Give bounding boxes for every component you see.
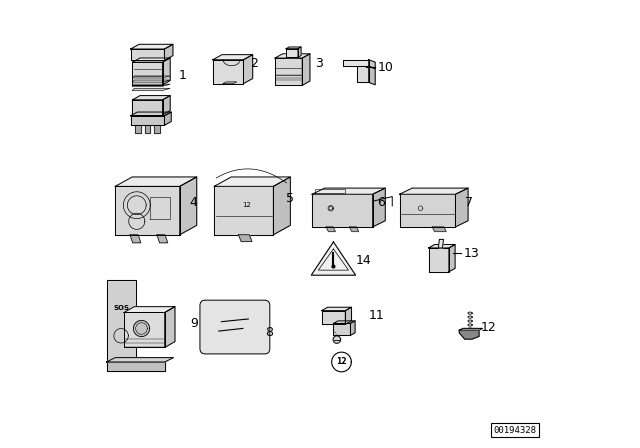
Polygon shape	[432, 227, 446, 232]
Polygon shape	[154, 125, 160, 133]
Text: 12: 12	[481, 321, 496, 335]
Polygon shape	[286, 49, 298, 57]
Polygon shape	[273, 177, 291, 235]
Polygon shape	[124, 306, 175, 313]
Polygon shape	[239, 235, 252, 241]
Polygon shape	[399, 188, 468, 194]
Polygon shape	[135, 125, 141, 133]
Polygon shape	[429, 248, 449, 272]
Polygon shape	[164, 306, 175, 348]
Polygon shape	[302, 54, 310, 85]
Polygon shape	[131, 49, 164, 60]
Polygon shape	[132, 58, 170, 62]
Polygon shape	[115, 177, 196, 186]
Polygon shape	[106, 358, 173, 362]
Polygon shape	[106, 362, 164, 371]
Polygon shape	[106, 280, 136, 362]
Polygon shape	[163, 58, 170, 85]
Polygon shape	[399, 194, 456, 227]
Polygon shape	[213, 55, 253, 60]
Text: 00194328: 00194328	[493, 426, 536, 435]
Polygon shape	[358, 66, 369, 82]
Polygon shape	[275, 58, 302, 85]
Polygon shape	[145, 125, 150, 133]
Polygon shape	[429, 245, 455, 248]
Polygon shape	[124, 313, 164, 348]
Polygon shape	[132, 100, 163, 115]
Polygon shape	[321, 310, 346, 324]
Polygon shape	[326, 227, 335, 232]
Polygon shape	[131, 44, 173, 49]
Polygon shape	[213, 60, 243, 84]
Polygon shape	[131, 116, 164, 125]
Text: 2: 2	[250, 57, 259, 70]
Polygon shape	[372, 188, 385, 227]
FancyBboxPatch shape	[200, 300, 270, 354]
Polygon shape	[132, 88, 170, 90]
Text: SOS: SOS	[113, 305, 129, 310]
Polygon shape	[286, 47, 301, 49]
Polygon shape	[115, 186, 180, 235]
Polygon shape	[312, 188, 385, 194]
Polygon shape	[223, 82, 237, 84]
Text: 14: 14	[356, 254, 372, 267]
Text: 5: 5	[285, 191, 294, 205]
Text: 8: 8	[266, 326, 273, 339]
Polygon shape	[132, 95, 170, 100]
Polygon shape	[163, 95, 170, 115]
Text: 10: 10	[378, 60, 393, 74]
Polygon shape	[275, 54, 310, 58]
Polygon shape	[343, 60, 369, 66]
Polygon shape	[130, 235, 141, 243]
Text: 11: 11	[369, 309, 384, 323]
Polygon shape	[164, 44, 173, 60]
Polygon shape	[456, 188, 468, 227]
Polygon shape	[333, 321, 355, 323]
Polygon shape	[157, 235, 168, 243]
Text: 3: 3	[315, 57, 323, 70]
Polygon shape	[132, 84, 170, 86]
Text: 1: 1	[179, 69, 187, 82]
Polygon shape	[349, 227, 358, 232]
Polygon shape	[438, 239, 444, 248]
Polygon shape	[214, 186, 273, 235]
Polygon shape	[346, 307, 351, 324]
Polygon shape	[133, 320, 150, 336]
Polygon shape	[460, 330, 479, 339]
Polygon shape	[333, 323, 351, 335]
Polygon shape	[332, 352, 351, 372]
Text: 4: 4	[189, 196, 197, 209]
Polygon shape	[298, 47, 301, 57]
Polygon shape	[449, 245, 455, 272]
Polygon shape	[132, 80, 170, 82]
Polygon shape	[369, 66, 375, 85]
Text: 6: 6	[378, 196, 385, 209]
Polygon shape	[214, 177, 291, 186]
Polygon shape	[460, 328, 483, 330]
Polygon shape	[321, 307, 351, 310]
Polygon shape	[369, 60, 375, 69]
Text: 9: 9	[190, 317, 198, 330]
Polygon shape	[132, 76, 170, 78]
Polygon shape	[180, 177, 196, 235]
Text: 13: 13	[463, 246, 479, 260]
Polygon shape	[132, 62, 163, 85]
Polygon shape	[332, 265, 335, 268]
Polygon shape	[243, 55, 253, 84]
Polygon shape	[131, 112, 172, 116]
Polygon shape	[333, 336, 340, 343]
Polygon shape	[351, 321, 355, 335]
Text: 12: 12	[336, 358, 347, 366]
Polygon shape	[164, 112, 172, 125]
Polygon shape	[311, 242, 356, 275]
Text: 7: 7	[465, 196, 473, 209]
Polygon shape	[312, 194, 372, 227]
Text: 12: 12	[242, 202, 251, 208]
